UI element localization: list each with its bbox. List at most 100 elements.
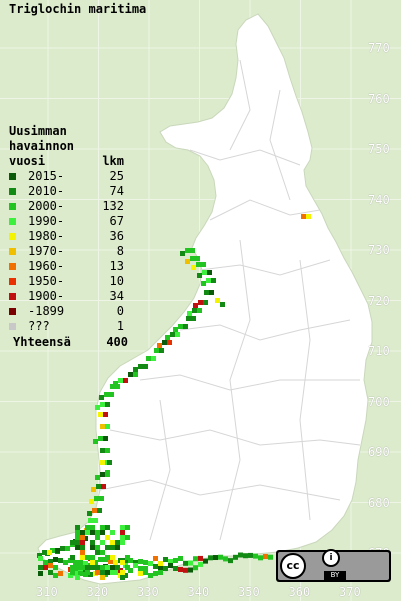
occurrence-cell (185, 248, 190, 253)
occurrence-cell (90, 565, 95, 570)
legend-label: 2010- (28, 184, 65, 198)
occurrence-cell (133, 372, 138, 377)
occurrence-cell (85, 530, 90, 535)
occurrence-cell (148, 561, 153, 566)
cc-license-inner: cc i BY (278, 549, 389, 580)
occurrence-cell (158, 566, 163, 571)
occurrence-cell (153, 571, 158, 576)
occurrence-cell (178, 556, 183, 561)
occurrence-cell (120, 535, 125, 540)
occurrence-cell (96, 484, 101, 489)
occurrence-cell (92, 508, 97, 513)
occurrence-cell (75, 575, 80, 580)
occurrence-cell (183, 567, 188, 573)
attribution-person-icon: i (322, 549, 340, 567)
occurrence-cell (105, 525, 110, 530)
occurrence-cell (233, 554, 238, 560)
occurrence-cell (100, 570, 105, 575)
occurrence-cell (193, 565, 198, 571)
occurrence-cell (113, 381, 118, 386)
occurrence-cell (175, 332, 180, 337)
occurrence-cell (38, 571, 43, 576)
legend-row: 2015- 25 (9, 169, 128, 184)
occurrence-cell (90, 545, 95, 550)
occurrence-cell (198, 561, 203, 567)
occurrence-cell (123, 378, 128, 383)
occurrence-cell (95, 475, 100, 480)
occurrence-cell (70, 570, 75, 575)
legend-count: 0 (116, 304, 124, 318)
occurrence-cell (53, 573, 58, 578)
occurrence-cell (100, 540, 105, 545)
occurrence-cell (120, 530, 125, 535)
y-axis-label: 690 (368, 445, 390, 459)
y-axis-label: 740 (368, 192, 390, 207)
legend-label: 1990- (28, 214, 65, 228)
occurrence-cell (107, 460, 112, 465)
occurrence-cell (165, 335, 170, 340)
occurrence-cell (110, 570, 115, 575)
occurrence-cell (220, 302, 225, 307)
occurrence-cell (198, 555, 203, 561)
occurrence-cell (162, 340, 167, 345)
legend-swatch (9, 248, 16, 255)
occurrence-cell (110, 530, 115, 535)
occurrence-cell (110, 545, 115, 550)
occurrence-cell (95, 545, 100, 550)
occurrence-cell (110, 540, 115, 545)
occurrence-cell (138, 364, 143, 369)
legend-count: 36 (109, 229, 124, 243)
by-label: BY (324, 571, 346, 580)
occurrence-cell (133, 560, 138, 565)
occurrence-cell (113, 560, 118, 565)
cc-license-badge[interactable]: cc i BY (276, 549, 391, 582)
occurrence-cell (218, 554, 223, 560)
occurrence-cell (153, 564, 158, 569)
legend-rows: 2015- 25 2010- 74 2000- 132 1990- 67 1980- 36 1970… (9, 169, 128, 334)
occurrence-cell (100, 424, 105, 429)
occurrence-cell (110, 565, 115, 570)
occurrence-cell (93, 560, 98, 565)
occurrence-cell (108, 559, 113, 564)
occurrence-cell (75, 540, 80, 545)
occurrence-cell (115, 545, 120, 550)
occurrence-cell (215, 298, 220, 303)
occurrence-cell (70, 555, 75, 560)
occurrence-cell (87, 511, 92, 516)
occurrence-cell (103, 436, 108, 441)
legend-row: 1960- 13 (9, 259, 128, 274)
legend-label: 2000- (28, 199, 65, 213)
x-axis-label: 340 (187, 585, 210, 599)
occurrence-cell (123, 558, 128, 563)
occurrence-cell (48, 559, 53, 564)
occurrence-cell (80, 545, 85, 550)
occurrence-cell (190, 248, 195, 253)
occurrence-cell (185, 259, 190, 264)
occurrence-cell (120, 540, 125, 545)
occurrence-cell (38, 565, 43, 570)
occurrence-cell (99, 395, 104, 400)
occurrence-cell (93, 518, 98, 523)
legend-total-count: 400 (106, 335, 128, 349)
occurrence-cell (75, 535, 80, 540)
legend-count: 10 (109, 274, 124, 288)
occurrence-cell (100, 530, 105, 535)
occurrence-cell (263, 554, 268, 560)
occurrence-cell (248, 552, 253, 558)
occurrence-cell (105, 402, 110, 407)
occurrence-cell (168, 563, 173, 568)
x-axis-label: 330 (137, 585, 159, 599)
occurrence-cell (105, 424, 110, 429)
occurrence-cell (180, 251, 185, 256)
occurrence-cell (90, 560, 95, 565)
occurrence-cell (258, 555, 263, 561)
occurrence-cell (85, 525, 90, 530)
occurrence-cell (48, 570, 53, 575)
occurrence-cell (94, 496, 99, 501)
y-axis-label: 770 (368, 41, 390, 55)
occurrence-cell (120, 570, 125, 575)
occurrence-cell (188, 567, 193, 573)
occurrence-cell (105, 470, 110, 475)
legend-row: ??? 1 (9, 319, 128, 334)
occurrence-cell (228, 558, 233, 564)
